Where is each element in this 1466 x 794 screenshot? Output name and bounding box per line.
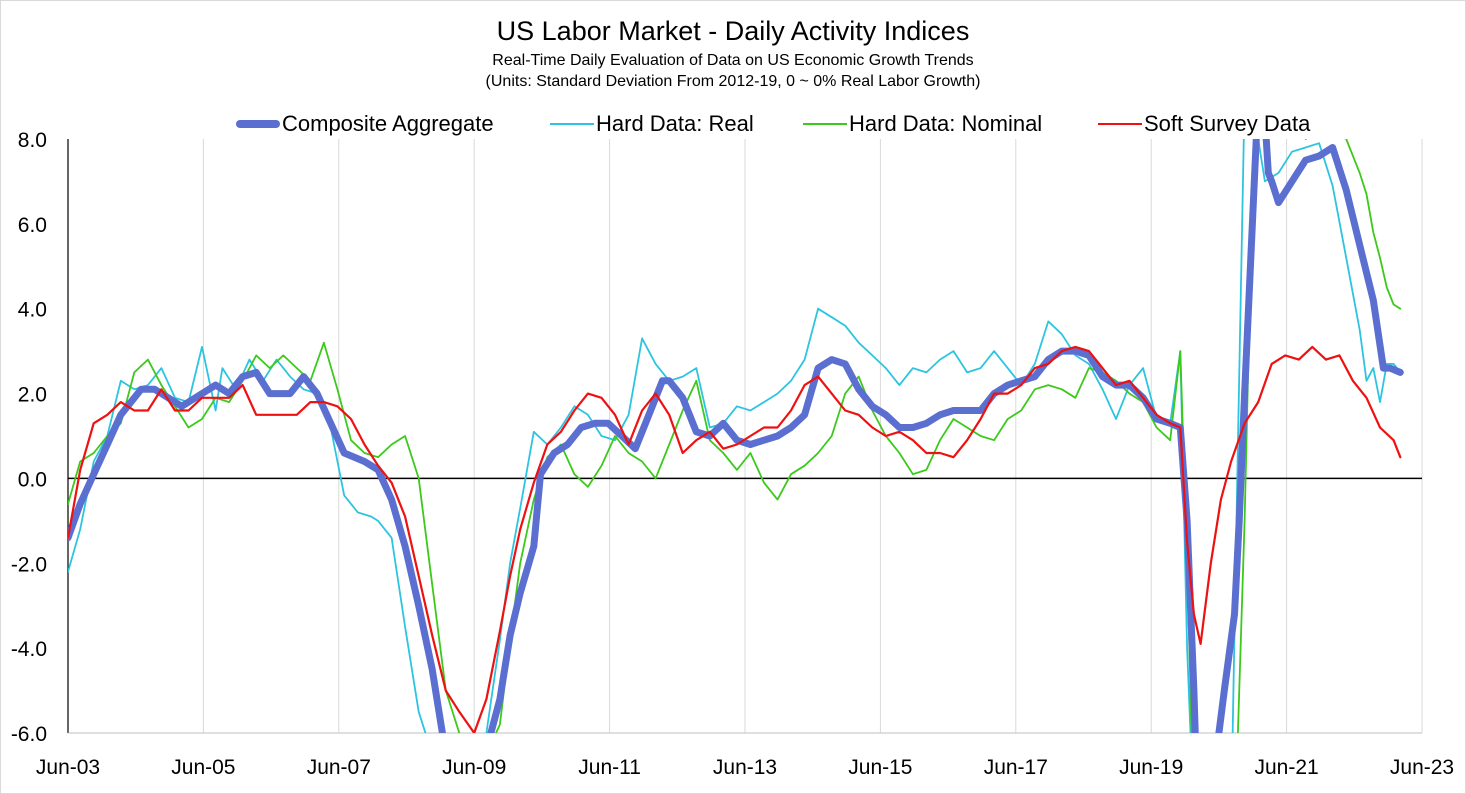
series-line-soft-survey xyxy=(68,345,1402,733)
y-tick-label: 0.0 xyxy=(18,468,47,491)
legend-swatch-composite xyxy=(236,120,280,128)
chart-subtitle: Real-Time Daily Evaluation of Data on US… xyxy=(492,52,974,69)
legend-item-composite: Composite Aggregate xyxy=(236,110,494,138)
x-tick-label: Jun-17 xyxy=(984,756,1048,779)
legend-swatch-hard-nominal xyxy=(803,123,847,125)
chart-title: US Labor Market - Daily Activity Indices xyxy=(496,16,970,46)
series-lines xyxy=(68,139,1404,733)
y-tick-label: -4.0 xyxy=(11,638,47,661)
legend-item-hard-real: Hard Data: Real xyxy=(550,110,754,138)
x-tick-label: Jun-03 xyxy=(36,756,100,779)
y-tick-label: 6.0 xyxy=(18,214,47,237)
y-tick-label: 2.0 xyxy=(18,384,47,407)
y-tick-label: 8.0 xyxy=(18,129,47,152)
legend-swatch-hard-real xyxy=(550,123,594,125)
x-tick-label: Jun-13 xyxy=(713,756,777,779)
legend-label-composite: Composite Aggregate xyxy=(282,111,494,136)
x-tick-label: Jun-09 xyxy=(442,756,506,779)
x-tick-label: Jun-19 xyxy=(1119,756,1183,779)
legend-label-soft-survey: Soft Survey Data xyxy=(1144,111,1311,136)
y-tick-label: -2.0 xyxy=(11,553,47,576)
x-tick-label: Jun-23 xyxy=(1390,756,1454,779)
legend-label-hard-real: Hard Data: Real xyxy=(596,111,754,136)
legend: Composite Aggregate Hard Data: Real Hard… xyxy=(0,110,1466,138)
legend-swatch-soft-survey xyxy=(1098,123,1142,125)
x-tick-label: Jun-05 xyxy=(171,756,235,779)
chart-units-note: (Units: Standard Deviation From 2012-19,… xyxy=(485,73,981,90)
x-tick-label: Jun-21 xyxy=(1254,756,1318,779)
series-line-hard-real xyxy=(68,139,1402,733)
tick-labels: 8.0 6.0 4.0 2.0 0.0 -2.0 -4.0 -6.0 Jun-03 Jun-05 J… xyxy=(11,129,1454,779)
x-tick-label: Jun-11 xyxy=(578,756,641,779)
series-line-composite xyxy=(68,139,1404,733)
y-tick-label: 4.0 xyxy=(18,299,47,322)
y-tick-label: -6.0 xyxy=(11,723,47,746)
legend-item-hard-nominal: Hard Data: Nominal xyxy=(803,110,1042,138)
gridlines xyxy=(67,139,1423,733)
legend-label-hard-nominal: Hard Data: Nominal xyxy=(849,111,1043,136)
x-tick-label: Jun-15 xyxy=(848,756,912,779)
x-tick-label: Jun-07 xyxy=(307,756,371,779)
legend-item-soft-survey: Soft Survey Data xyxy=(1098,110,1310,138)
